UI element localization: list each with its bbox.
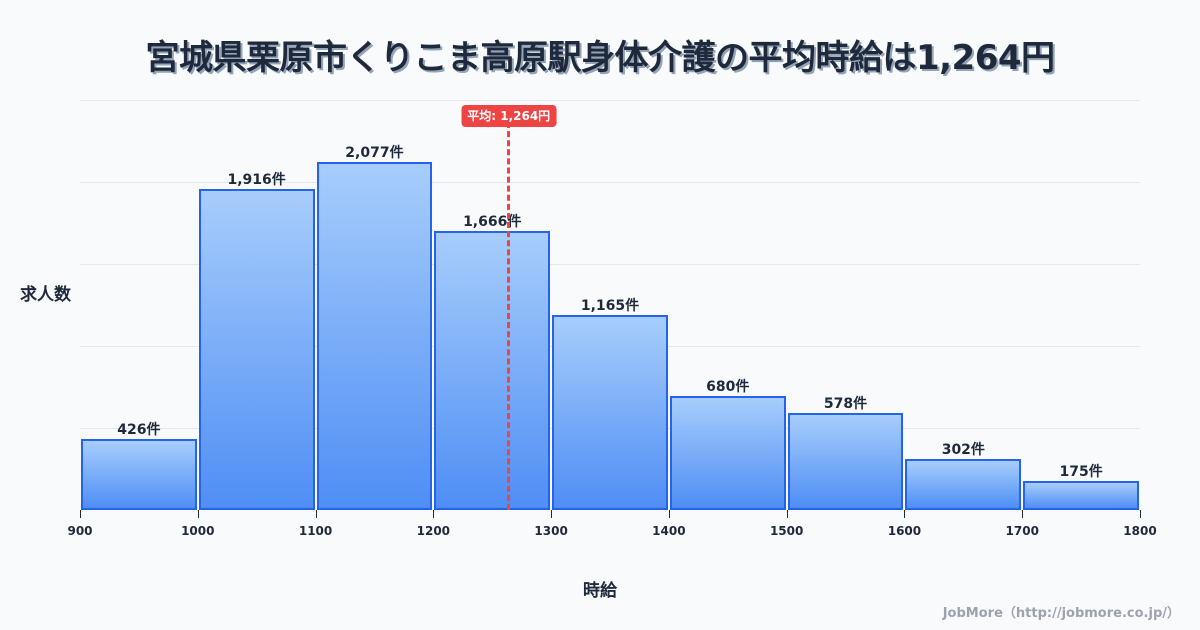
x-axis-tick <box>668 510 670 518</box>
x-tick-label: 1500 <box>769 524 804 538</box>
x-tick-label: 1300 <box>534 524 568 538</box>
x-axis-tick <box>433 510 435 518</box>
gridline <box>80 182 1140 183</box>
x-axis-tick <box>551 510 553 518</box>
histogram-bar <box>905 459 1022 510</box>
x-axis-tick <box>904 510 906 518</box>
bar-value-label: 426件 <box>117 421 161 438</box>
histogram-bar <box>81 438 197 510</box>
x-tick-label: 1400 <box>652 524 686 538</box>
x-tick-label: 900 <box>67 524 93 538</box>
bar-value-label: 578件 <box>823 396 868 413</box>
bar-value-label: 1,916件 <box>227 171 286 188</box>
x-tick-label: 1700 <box>1005 524 1039 538</box>
x-axis-tick <box>1140 510 1141 518</box>
x-axis-tick <box>1022 510 1024 518</box>
histogram-bar <box>1023 480 1139 510</box>
x-tick-label: 1600 <box>887 524 922 538</box>
x-axis-tick <box>80 510 81 518</box>
histogram-bar <box>198 188 315 510</box>
average-badge: 平均: 1,264円 <box>461 105 557 127</box>
bar-value-label: 1,165件 <box>580 297 640 314</box>
bar-value-label: 175件 <box>1059 463 1103 480</box>
histogram-bar <box>316 161 433 510</box>
x-axis-label: 時給 <box>583 581 617 601</box>
y-axis-label: 求人数 <box>20 285 71 305</box>
x-tick-label: 1000 <box>181 524 215 538</box>
bar-value-label: 680件 <box>706 379 750 396</box>
source-credit: JobMore（http://jobmore.co.jp/） <box>942 606 1180 621</box>
x-tick-label: 1200 <box>416 524 451 538</box>
gridline <box>80 264 1140 265</box>
x-axis-tick <box>786 510 788 518</box>
bar-value-label: 1,666件 <box>463 213 522 230</box>
x-axis-tick <box>197 510 199 518</box>
x-tick-label: 1800 <box>1123 524 1157 538</box>
histogram-bar <box>787 413 904 510</box>
chart-title: 宮城県栗原市くりこま高原駅身体介護の平均時給は1,264円 <box>145 38 1055 78</box>
bar-value-label: 302件 <box>941 442 985 459</box>
histogram-bar <box>669 396 786 510</box>
x-tick-label: 1100 <box>298 524 333 538</box>
gridline <box>80 100 1140 101</box>
average-line <box>507 122 511 510</box>
histogram-bar <box>434 230 551 510</box>
x-axis-tick <box>315 510 317 518</box>
histogram-bar <box>552 314 668 510</box>
bar-value-label: 2,077件 <box>345 144 404 161</box>
